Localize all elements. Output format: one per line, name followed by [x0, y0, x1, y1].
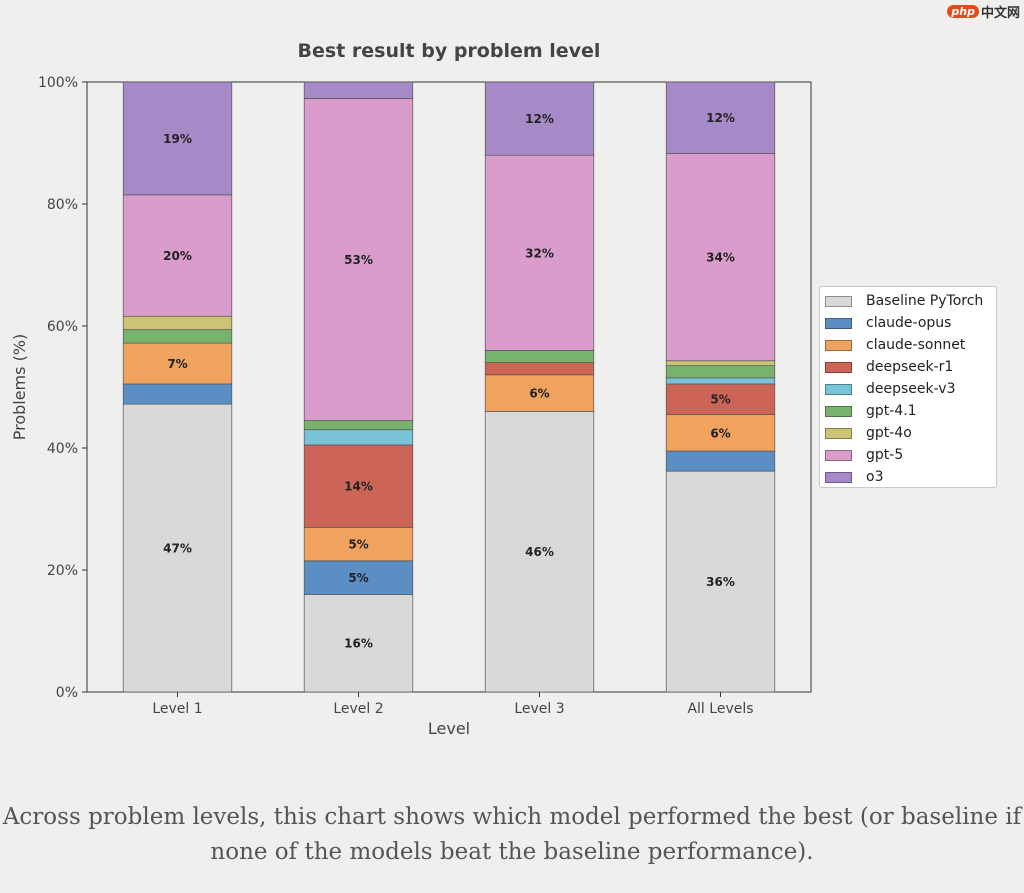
x-axis-label: Level [428, 719, 470, 738]
bar-segment-gpt-4-1-all-levels [665, 365, 776, 379]
data-label: 5% [348, 571, 368, 585]
data-label: 6% [710, 426, 730, 440]
y-tick-label: 80% [47, 197, 78, 213]
legend-label: claude-opus [866, 315, 952, 331]
bar-segment-gpt-4-1-level-1 [122, 329, 233, 344]
bar-segment-o3-level-3 [484, 81, 595, 156]
data-label: 12% [525, 112, 554, 126]
bar-segment-baseline-pytorch-all-levels [665, 470, 776, 693]
bar-segment-o3-all-levels [665, 81, 776, 154]
bar-segment-deepseek-r1-all-levels [665, 383, 776, 415]
data-label: 5% [710, 393, 730, 407]
bar-segment-claude-sonnet-level-1 [122, 342, 233, 385]
bar-segment-o3-level-2 [303, 81, 414, 99]
legend-label: Baseline PyTorch [866, 293, 984, 309]
legend-label: gpt-4.1 [866, 403, 917, 419]
legend-swatch [825, 471, 852, 483]
chart-title: Best result by problem level [298, 40, 601, 62]
legend-item: o3 [825, 466, 996, 488]
data-label: 53% [344, 253, 373, 267]
legend-item: claude-sonnet [825, 334, 996, 356]
bar-segment-claude-opus-level-1 [122, 383, 233, 405]
y-axis-label: Problems (%) [10, 334, 29, 441]
data-label: 32% [525, 246, 554, 260]
data-label: 20% [163, 249, 192, 263]
data-label: 6% [529, 387, 549, 401]
figure-caption: Across problem levels, this chart shows … [2, 804, 1022, 865]
bar-segment-o3-level-1 [122, 81, 233, 196]
y-tick-label: 20% [47, 563, 78, 579]
bar-segment-gpt-4-1-level-3 [484, 350, 595, 363]
x-tick-label: All Levels [687, 701, 753, 717]
bar-segment-deepseek-r1-level-2 [303, 444, 414, 528]
stacked-bar-chart: Best result by problem level 47% 7% 20% 19%… [10, 40, 812, 738]
legend-item: Baseline PyTorch [825, 290, 996, 312]
y-tick-label: 40% [47, 441, 78, 457]
legend-swatch [825, 295, 852, 307]
bar-segment-gpt-4-1-level-2 [303, 420, 414, 431]
bar-segment-gpt-5-level-3 [484, 154, 595, 351]
bar-segment-gpt-5-level-2 [303, 98, 414, 421]
bar-segment-gpt-5-level-1 [122, 194, 233, 317]
legend-label: gpt-4o [866, 425, 912, 441]
data-label: 46% [525, 545, 554, 559]
data-label: 16% [344, 637, 373, 651]
bar-segment-deepseek-v3-level-2 [303, 429, 414, 446]
legend-item: deepseek-r1 [825, 356, 996, 378]
x-tick-label: Level 2 [333, 701, 383, 717]
legend-label: gpt-5 [866, 447, 904, 463]
legend-item: gpt-5 [825, 444, 996, 466]
bar-segment-claude-sonnet-level-3 [484, 374, 595, 412]
bar-segment-baseline-pytorch-level-2 [303, 594, 414, 693]
y-axis: 0% 20% 40% 60% 80% 100% [38, 75, 87, 701]
bar-segment-claude-opus-all-levels [665, 450, 776, 472]
legend-label: deepseek-r1 [866, 359, 954, 375]
bar-segment-deepseek-r1-level-3 [484, 362, 595, 376]
watermark-badge: php [947, 5, 979, 18]
bar-segment-claude-sonnet-level-2 [303, 526, 414, 562]
data-label: 34% [706, 251, 735, 265]
legend-item: gpt-4o [825, 422, 996, 444]
data-label: 36% [706, 575, 735, 589]
legend-swatch [825, 405, 852, 417]
bar-segment-claude-opus-level-2 [303, 560, 414, 595]
data-label: 47% [163, 542, 192, 556]
x-tick-label: Level 1 [152, 701, 202, 717]
legend-label: claude-sonnet [866, 337, 966, 353]
data-label: 12% [706, 111, 735, 125]
data-label: 14% [344, 480, 373, 494]
legend-item: gpt-4.1 [825, 400, 996, 422]
watermark-site: 中文网 [980, 6, 1020, 21]
bars-group: 47% 7% 20% 19% 16% 5% 5% 14% 53% 46% 6% 32% 12% 36% 6%… [122, 81, 776, 693]
legend-item: claude-opus [825, 312, 996, 334]
legend-swatch [825, 339, 852, 351]
bar-segment-baseline-pytorch-level-1 [122, 403, 233, 693]
bar-segment-baseline-pytorch-level-3 [484, 411, 595, 693]
legend-swatch [825, 383, 852, 395]
x-axis: Level 1 Level 2 Level 3 All Levels [152, 692, 754, 717]
legend-label: o3 [866, 469, 884, 485]
legend-swatch [825, 427, 852, 439]
data-label: 5% [348, 538, 368, 552]
data-label: 7% [167, 357, 187, 371]
y-tick-label: 0% [56, 685, 78, 701]
legend-item: deepseek-v3 [825, 378, 996, 400]
bar-segment-gpt-4o-all-levels [665, 360, 776, 366]
x-tick-label: Level 3 [514, 701, 564, 717]
legend-swatch [825, 361, 852, 373]
y-tick-label: 60% [47, 319, 78, 335]
chart-legend: Baseline PyTorch claude-opus claude-sonnet… [819, 286, 997, 488]
y-tick-label: 100% [38, 75, 78, 91]
site-watermark: php 中文网 [947, 2, 1020, 21]
data-label: 19% [163, 132, 192, 146]
legend-swatch [825, 449, 852, 461]
bar-segment-gpt-4o-level-1 [122, 315, 233, 331]
legend-label: deepseek-v3 [866, 381, 956, 397]
bar-segment-deepseek-v3-all-levels [665, 377, 776, 385]
legend-swatch [825, 317, 852, 329]
